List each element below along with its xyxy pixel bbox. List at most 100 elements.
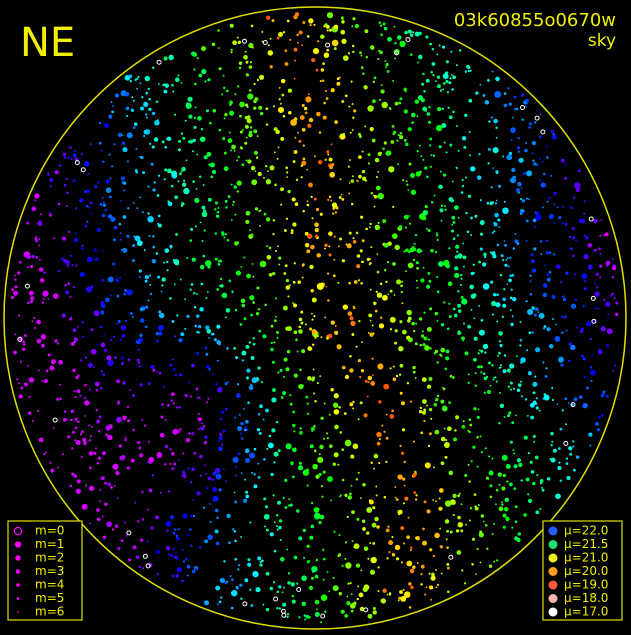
star (201, 205, 206, 210)
star (283, 586, 285, 589)
star (349, 355, 352, 358)
star (376, 270, 380, 274)
star (113, 225, 118, 230)
star (426, 384, 432, 389)
star (304, 111, 308, 115)
star (292, 302, 295, 305)
star (532, 434, 536, 438)
star (442, 82, 446, 85)
star (152, 368, 156, 372)
star (438, 184, 443, 189)
star (412, 365, 416, 370)
star (334, 211, 338, 214)
star (525, 142, 528, 144)
star (402, 502, 405, 505)
star (155, 252, 159, 255)
star (305, 395, 309, 399)
star (400, 401, 406, 406)
star (204, 80, 207, 83)
star (295, 338, 298, 341)
star (253, 82, 256, 86)
star (401, 451, 405, 455)
star (143, 101, 149, 107)
star (385, 528, 390, 533)
star (329, 171, 336, 178)
star (453, 437, 457, 442)
star (174, 195, 179, 200)
star (507, 414, 510, 417)
star (261, 30, 264, 33)
star (330, 88, 335, 93)
star (150, 162, 154, 166)
star (348, 231, 352, 235)
star (234, 500, 237, 504)
star (342, 365, 346, 370)
star (75, 375, 79, 380)
star (600, 218, 603, 221)
star (382, 294, 388, 301)
star (190, 544, 193, 547)
star (322, 578, 325, 581)
star (34, 237, 38, 240)
star (62, 417, 67, 422)
brightness-label: μ=20.0 (564, 564, 608, 578)
star (482, 283, 490, 290)
star (351, 510, 355, 514)
star (360, 260, 364, 264)
star (457, 515, 461, 520)
star (247, 93, 254, 100)
star (539, 240, 543, 243)
star (334, 120, 338, 124)
star (433, 403, 437, 407)
star (613, 297, 616, 300)
star (88, 206, 91, 209)
star (258, 224, 261, 227)
star (191, 363, 195, 368)
star (100, 342, 106, 348)
star (203, 155, 208, 160)
star (346, 595, 349, 598)
star (344, 613, 349, 618)
star (440, 461, 445, 466)
star (257, 476, 261, 479)
star (112, 528, 115, 531)
star (145, 91, 148, 95)
star (135, 170, 139, 174)
star (438, 488, 444, 493)
star (326, 29, 329, 32)
star (531, 141, 536, 146)
star (583, 234, 587, 237)
star (492, 378, 495, 381)
star (192, 514, 196, 518)
star (440, 347, 446, 353)
star (69, 295, 72, 298)
star (279, 102, 282, 105)
star (388, 107, 391, 110)
star (99, 489, 102, 491)
star (249, 89, 252, 92)
star (124, 438, 127, 442)
star (552, 132, 556, 136)
star (109, 294, 112, 297)
bright-star (296, 586, 302, 592)
star (361, 519, 366, 524)
star (598, 247, 601, 251)
star (175, 232, 179, 236)
star (126, 160, 129, 163)
star (206, 290, 209, 293)
star (149, 142, 152, 145)
star (302, 263, 305, 266)
star (500, 501, 503, 504)
star (535, 347, 541, 353)
star (523, 513, 527, 517)
star (47, 174, 50, 177)
star (176, 314, 179, 317)
star (206, 109, 209, 113)
star (103, 122, 109, 128)
star (491, 251, 496, 256)
star (112, 262, 116, 266)
star (301, 575, 307, 582)
star (301, 276, 304, 279)
star (454, 266, 459, 271)
star (333, 393, 339, 399)
